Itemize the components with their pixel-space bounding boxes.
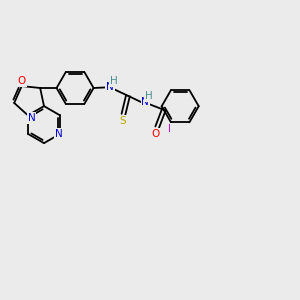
Text: H: H <box>145 92 153 101</box>
Text: H: H <box>110 76 118 86</box>
Text: N: N <box>55 129 62 139</box>
Text: N: N <box>106 82 114 92</box>
Text: S: S <box>119 116 126 126</box>
Text: I: I <box>168 124 171 134</box>
Text: O: O <box>152 129 160 139</box>
Text: N: N <box>141 97 149 107</box>
Text: O: O <box>18 76 26 86</box>
Text: N: N <box>28 113 35 123</box>
